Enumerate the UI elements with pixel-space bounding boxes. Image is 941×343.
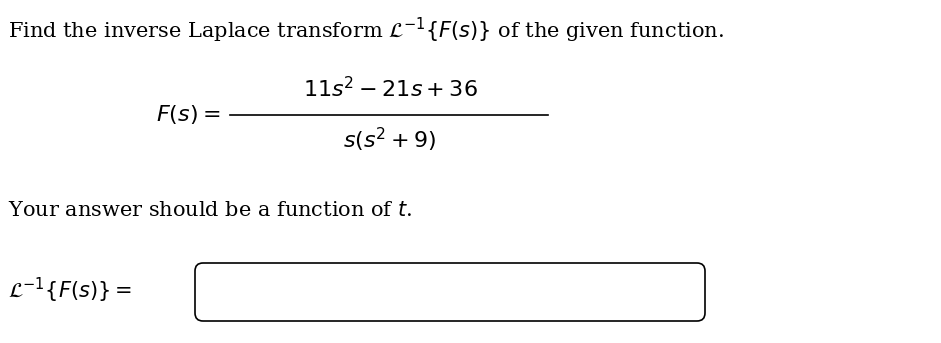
Text: Your answer should be a function of $t$.: Your answer should be a function of $t$.	[8, 201, 412, 220]
Text: $\mathcal{L}^{-1}\{F(s)\} = $: $\mathcal{L}^{-1}\{F(s)\} = $	[8, 275, 132, 305]
Text: $s(s^2 + 9)$: $s(s^2 + 9)$	[343, 126, 437, 154]
Text: $F(s) = $: $F(s) = $	[155, 104, 220, 127]
FancyBboxPatch shape	[195, 263, 705, 321]
Text: Find the inverse Laplace transform $\mathcal{L}^{-1}\{F(s)\}$ of the given funct: Find the inverse Laplace transform $\mat…	[8, 15, 724, 45]
Text: $11s^2 - 21s + 36$: $11s^2 - 21s + 36$	[303, 78, 477, 103]
